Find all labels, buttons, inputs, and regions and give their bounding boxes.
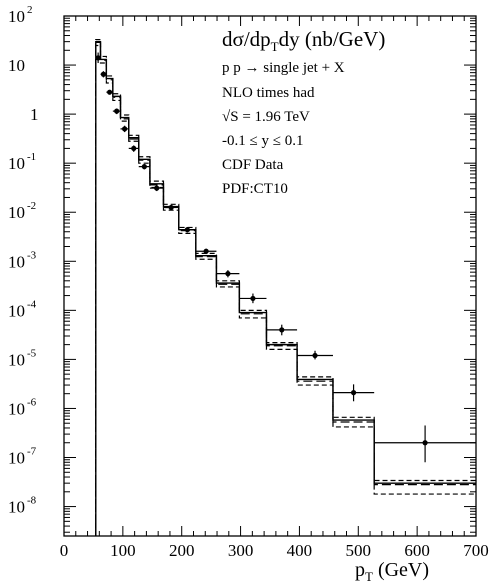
data-point [203, 248, 209, 254]
x-tick-label: 0 [60, 541, 69, 560]
data-point [279, 327, 285, 333]
x-tick-label: 400 [287, 541, 313, 560]
data-point [184, 227, 190, 233]
histogram-series-2 [95, 44, 476, 536]
x-tick-label: 300 [228, 541, 254, 560]
annotation-process: p p → single jet + X [222, 60, 345, 76]
y-tick-label: 1 [30, 105, 39, 124]
annotation-pdf: PDF:CT10 [222, 181, 288, 197]
data-point [131, 145, 137, 152]
data-point [114, 108, 120, 114]
y-tick-label: 10 -2 [8, 200, 36, 222]
x-tick-label: 500 [346, 541, 372, 560]
data-point [250, 295, 256, 302]
x-tick-labels: 0 100 200 300 400 500 600 700 [60, 541, 489, 560]
x-tick-label: 200 [169, 541, 195, 560]
x-axis-title: pT (GeV) [355, 559, 429, 584]
histogram-series [95, 39, 476, 536]
annotation-rapidity: -0.1 ≤ y ≤ 0.1 [222, 133, 303, 149]
annotation-nlo: NLO times had [222, 85, 315, 101]
chart-title: dσ/dpTdy (nb/GeV) [222, 27, 385, 54]
data-point [100, 71, 107, 77]
x-tick-label: 100 [110, 541, 136, 560]
axis-ticks [63, 15, 477, 536]
y-tick-label: 10 -8 [8, 495, 37, 517]
y-tick-label: 10 2 [8, 4, 33, 26]
annotation-block: p p → single jet + X NLO times had √S = … [222, 60, 345, 197]
data-points [95, 52, 476, 463]
data-point [95, 55, 101, 61]
y-tick-label: 10 [8, 56, 25, 75]
y-tick-label: 10 -6 [8, 396, 37, 418]
data-point [154, 185, 160, 191]
data-point [168, 204, 174, 211]
y-tick-label: 10 -7 [8, 446, 37, 468]
x-tick-label: 600 [404, 541, 430, 560]
data-point [350, 390, 357, 396]
y-tick-label: 10 -1 [8, 151, 36, 173]
data-point [225, 271, 231, 277]
data-point [312, 352, 318, 359]
data-point [422, 440, 428, 446]
y-tick-labels: 10 2 10 1 10-1 10-2 10-3 10-4 10-5 10-6 10-7 10-8 [8, 4, 39, 517]
data-point [141, 164, 147, 170]
y-tick-label: 10 -5 [8, 347, 37, 369]
data-point [107, 89, 113, 95]
y-tick-label: 10 -4 [8, 298, 37, 320]
y-tick-label: 10 -3 [8, 249, 37, 271]
annotation-energy: √S = 1.96 TeV [222, 109, 310, 125]
x-tick-label: 700 [463, 541, 489, 560]
annotation-cdf-data: CDF Data [222, 157, 284, 173]
data-point [122, 126, 128, 132]
